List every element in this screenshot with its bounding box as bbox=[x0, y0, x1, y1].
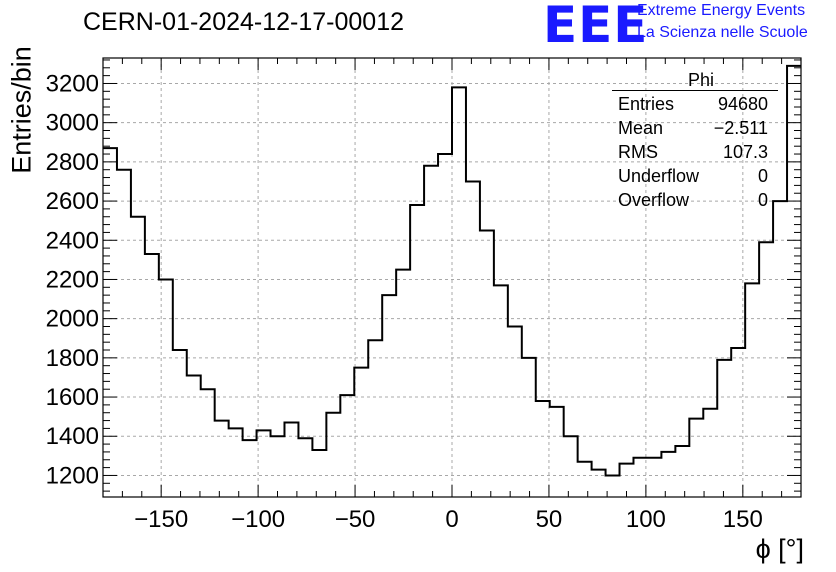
histogram-bin bbox=[633, 458, 647, 497]
stats-value: 94680 bbox=[717, 94, 768, 114]
histogram-bin bbox=[326, 413, 340, 497]
x-tick-label: −150 bbox=[134, 506, 188, 533]
plot-title: CERN-01-2024-12-17-00012 bbox=[83, 8, 405, 36]
y-tick-label: 1600 bbox=[46, 384, 99, 411]
histogram-bin bbox=[131, 217, 145, 497]
y-tick-label: 1400 bbox=[46, 423, 99, 450]
histogram-bin bbox=[452, 87, 466, 497]
histogram-bin bbox=[745, 283, 759, 497]
stats-row: Overflow 0 bbox=[612, 188, 774, 212]
histogram-bars bbox=[103, 64, 801, 497]
stats-box: Phi Entries 94680 Mean −2.511 RMS 107.3 … bbox=[612, 70, 778, 212]
y-tick-label: 1200 bbox=[46, 462, 99, 489]
histogram-bin bbox=[592, 470, 606, 497]
histogram-bin bbox=[145, 254, 159, 497]
stats-value: 0 bbox=[757, 190, 768, 210]
histogram-bin bbox=[257, 430, 271, 497]
y-tick-label: 1800 bbox=[46, 345, 99, 372]
x-tick-label: 150 bbox=[723, 506, 763, 533]
histogram-bin bbox=[215, 421, 229, 497]
y-axis-label: Entries/bin bbox=[6, 46, 37, 174]
x-axis-label: ϕ [°] bbox=[755, 534, 804, 564]
histogram-bin bbox=[340, 395, 354, 497]
y-tick-label: 2600 bbox=[46, 188, 99, 215]
histogram-bin bbox=[606, 475, 620, 497]
y-tick-label: 2000 bbox=[46, 306, 99, 333]
histogram-bin bbox=[271, 436, 285, 497]
histogram-bin bbox=[201, 389, 215, 497]
histogram-bin bbox=[689, 419, 703, 497]
y-tick-label: 2200 bbox=[46, 266, 99, 293]
histogram-bin bbox=[717, 360, 731, 497]
x-tick-label: 50 bbox=[536, 506, 563, 533]
stats-box-title: Phi bbox=[687, 70, 714, 90]
histogram-bin bbox=[536, 401, 550, 497]
histogram-bin bbox=[522, 358, 536, 497]
histogram-bin bbox=[117, 170, 131, 497]
histogram-bin bbox=[103, 148, 117, 497]
x-tick-label: −50 bbox=[335, 506, 376, 533]
histogram-bin bbox=[773, 201, 787, 497]
histogram-bin bbox=[229, 428, 243, 497]
histogram-bin bbox=[312, 450, 326, 497]
histogram-bin bbox=[382, 295, 396, 497]
stats-key: Underflow bbox=[618, 166, 700, 186]
y-tick-label: 2800 bbox=[46, 149, 99, 176]
stats-key: Mean bbox=[618, 118, 664, 138]
x-tick-label: 100 bbox=[626, 506, 666, 533]
histogram-bin bbox=[243, 440, 257, 497]
axes: −150 −100 −50 0 50 100 150 1200 1400 1600 1800 2000… bbox=[46, 57, 802, 533]
histogram-bin bbox=[424, 166, 438, 497]
histogram-bin bbox=[410, 205, 424, 497]
histogram-bin bbox=[494, 285, 508, 497]
stats-row: Entries 94680 bbox=[612, 92, 774, 116]
histogram-bin bbox=[675, 446, 689, 497]
y-tick-label: 3000 bbox=[46, 110, 99, 137]
stats-box-divider bbox=[612, 90, 778, 91]
stats-key: Overflow bbox=[618, 190, 690, 210]
logo-subtitle-line2: La Scienza nelle Scuole bbox=[637, 24, 808, 41]
histogram-bin bbox=[661, 452, 675, 497]
x-tick-label: 0 bbox=[445, 506, 458, 533]
logo-subtitle-line1: Extreme Energy Events bbox=[637, 2, 806, 19]
stats-row: Mean −2.511 bbox=[612, 116, 774, 140]
histogram-bin bbox=[703, 409, 717, 497]
histogram-bin bbox=[564, 436, 578, 497]
stats-key: RMS bbox=[618, 142, 658, 162]
eee-logo: EEE bbox=[543, 0, 649, 54]
x-tick-label: −100 bbox=[231, 506, 285, 533]
histogram-bin bbox=[173, 350, 187, 497]
histogram-bin bbox=[508, 326, 522, 497]
histogram-bin bbox=[396, 270, 410, 497]
y-tick-label: 3200 bbox=[46, 70, 99, 97]
stats-row: Underflow 0 bbox=[612, 164, 774, 188]
y-tick-label: 2400 bbox=[46, 227, 99, 254]
histogram-bin bbox=[284, 423, 298, 497]
stats-row: RMS 107.3 bbox=[612, 140, 774, 164]
histogram-bin bbox=[354, 368, 368, 497]
histogram-bin bbox=[480, 230, 494, 497]
stats-value: 0 bbox=[757, 166, 768, 186]
histogram-bin bbox=[647, 458, 661, 497]
stats-key: Entries bbox=[618, 94, 675, 114]
histogram-bin bbox=[438, 154, 452, 497]
histogram-bin bbox=[466, 181, 480, 497]
histogram-bin bbox=[578, 462, 592, 497]
histogram-bin bbox=[759, 242, 773, 497]
histogram-bin bbox=[550, 407, 564, 497]
stats-value: 107.3 bbox=[722, 142, 768, 162]
histogram-bin bbox=[298, 438, 312, 497]
stats-value: −2.511 bbox=[713, 118, 768, 138]
histogram-bin bbox=[368, 340, 382, 497]
histogram-outline bbox=[103, 64, 801, 477]
